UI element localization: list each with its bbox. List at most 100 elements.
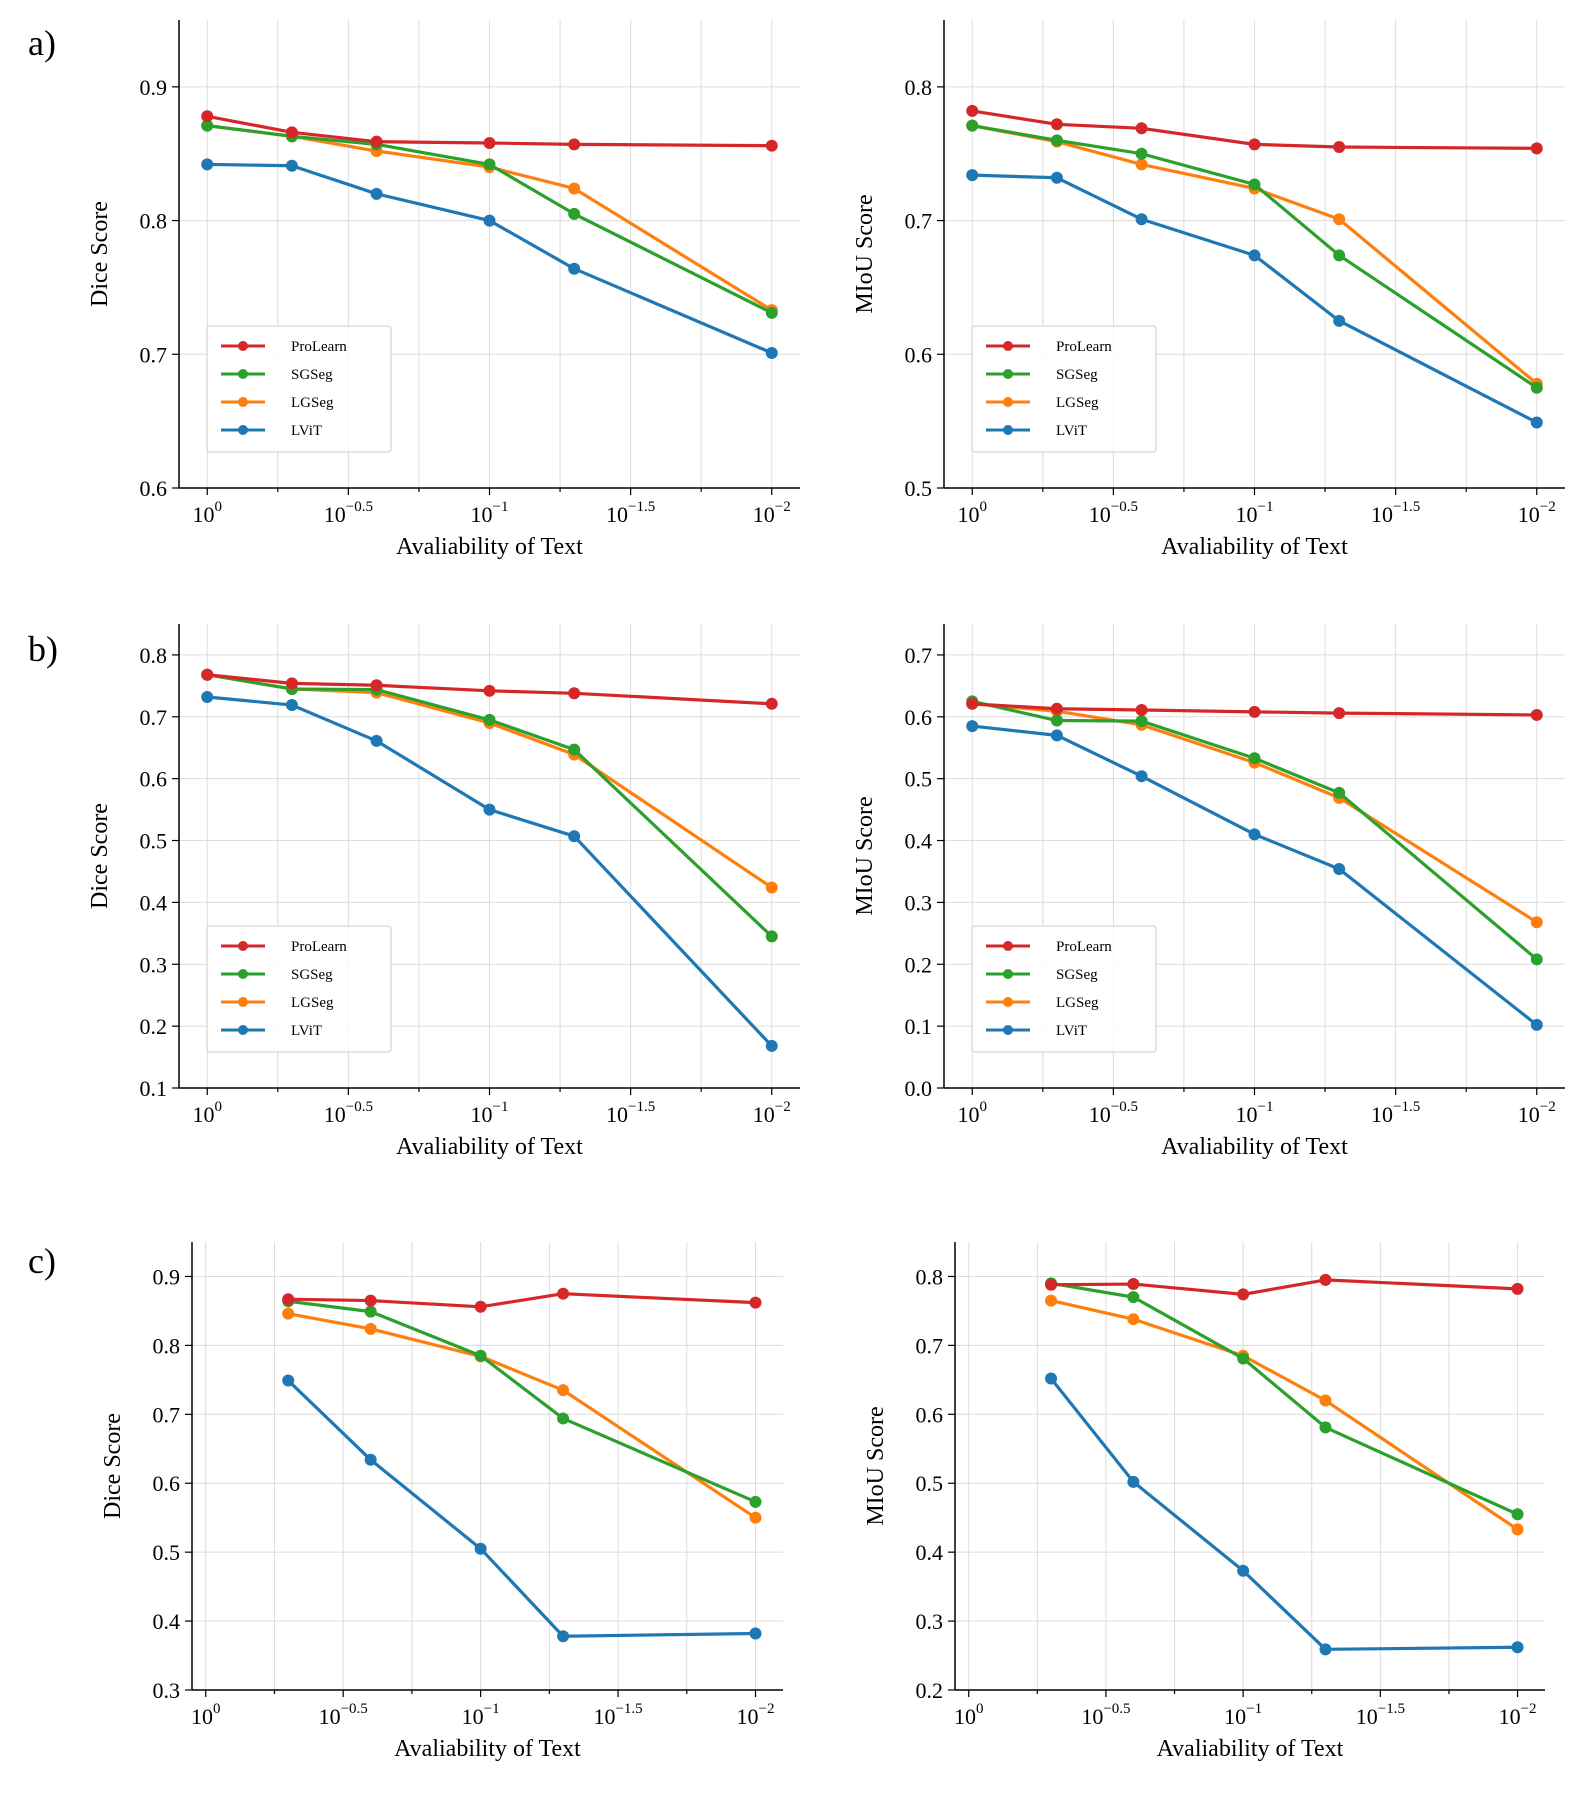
data-point-lvit	[1237, 1564, 1250, 1577]
legend-marker-sgseg	[238, 369, 248, 379]
series-lgseg	[282, 1307, 762, 1524]
legend-marker-sgseg	[238, 969, 248, 979]
data-point-prolearn	[201, 668, 214, 681]
legend-label-sgseg: SGSeg	[1056, 367, 1098, 383]
data-point-sgseg	[1319, 1421, 1332, 1434]
data-point-sgseg	[568, 743, 581, 756]
data-point-sgseg	[557, 1412, 570, 1425]
x-tick-label: 10−0.5	[1081, 1701, 1130, 1729]
series-lvit	[966, 169, 1543, 429]
x-tick-label: 10−0.5	[324, 1099, 373, 1127]
data-point-lvit	[201, 158, 214, 171]
data-point-sgseg	[1050, 714, 1063, 727]
data-point-lvit	[1511, 1641, 1524, 1654]
data-point-lvit	[1530, 416, 1543, 429]
grid	[179, 20, 800, 489]
legend-marker-lgseg	[238, 997, 248, 1007]
data-point-prolearn	[966, 697, 979, 710]
x-axis-label: Avaliability of Text	[396, 1134, 583, 1160]
series-sgseg	[282, 1295, 762, 1508]
panel-label-b: b)	[28, 629, 58, 669]
data-point-sgseg	[201, 119, 214, 132]
series-lgseg	[1045, 1294, 1524, 1536]
legend-label-sgseg: SGSeg	[1056, 967, 1098, 983]
data-point-lvit	[1248, 249, 1261, 262]
series-line-lvit	[972, 724, 1538, 1027]
series-line-lvit	[972, 173, 1538, 424]
x-tick-label: 100	[192, 499, 222, 527]
x-tick-label: 10−0.5	[319, 1701, 368, 1729]
legend-box	[206, 925, 392, 1053]
series-prolearn	[282, 1287, 762, 1313]
series-line-sgseg	[971, 124, 1538, 390]
data-point-lvit	[557, 1630, 570, 1643]
x-tick-label: 10−1	[462, 1701, 500, 1729]
y-tick-label: 0.7	[916, 1333, 944, 1358]
data-point-lvit	[749, 1627, 762, 1640]
series-line-lgseg	[1050, 1299, 1519, 1531]
legend-label-prolearn: ProLearn	[291, 939, 347, 955]
data-point-lgseg	[568, 182, 581, 195]
legend-marker-lgseg	[1003, 997, 1013, 1007]
series-prolearn	[1045, 1273, 1524, 1301]
data-point-prolearn	[1319, 1273, 1332, 1286]
data-point-prolearn	[483, 684, 496, 697]
data-point-sgseg	[966, 119, 979, 132]
legend-label-lgseg: LGSeg	[291, 395, 334, 411]
series-line-prolearn	[972, 702, 1537, 717]
data-point-prolearn	[1050, 118, 1063, 131]
series-sgseg	[966, 119, 1543, 394]
data-point-prolearn	[364, 1294, 377, 1307]
series-line-sgseg	[206, 673, 773, 938]
legend-label-lvit: LViT	[1056, 1023, 1087, 1039]
chart-c-miou: 100 10−0.5 10−1 10−1.5 10−2 0.2 0.3 0.4 0.5 0.6 0.…	[863, 1242, 1545, 1762]
y-tick-label: 0.2	[916, 1678, 944, 1703]
y-tick-label: 0.6	[905, 342, 933, 367]
y-tick-label: 0.8	[140, 643, 168, 668]
y-tick-label: 0.7	[153, 1402, 181, 1427]
legend-label-lvit: LViT	[291, 1023, 322, 1039]
series-prolearn	[966, 697, 1543, 721]
data-point-sgseg	[1237, 1352, 1250, 1365]
data-point-prolearn	[1248, 138, 1261, 151]
x-tick-label: 10−1.5	[606, 499, 655, 527]
legend-label-lgseg: LGSeg	[1056, 395, 1099, 411]
data-point-prolearn	[1511, 1282, 1524, 1295]
x-axis-label: Avaliability of Text	[394, 1736, 581, 1762]
x-tick-label: 10−1	[471, 1099, 509, 1127]
legend: ProLearn SGSeg LGSeg LViT	[971, 925, 1157, 1053]
grid	[955, 1242, 1545, 1691]
data-point-prolearn	[285, 677, 298, 690]
x-tick-label: 10−2	[1499, 1701, 1537, 1729]
x-tick-label: 10−0.5	[1089, 1099, 1138, 1127]
x-tick-label: 10−1.5	[593, 1701, 642, 1729]
data-point-sgseg	[1333, 249, 1346, 262]
series-lvit	[966, 720, 1543, 1031]
x-tick-label: 10−0.5	[324, 499, 373, 527]
data-point-sgseg	[765, 930, 778, 943]
data-point-lgseg	[1530, 916, 1543, 929]
data-point-prolearn	[370, 135, 383, 148]
chart-a-miou: 100 10−0.5 10−1 10−1.5 10−2 0.5 0.6 0.7 0.8 Avali…	[852, 20, 1565, 560]
data-point-prolearn	[1237, 1288, 1250, 1301]
legend-box	[971, 925, 1157, 1053]
series-line-sgseg	[207, 124, 773, 315]
x-tick-label: 10−1	[1224, 1701, 1262, 1729]
data-point-lvit	[568, 262, 581, 275]
y-tick-label: 0.8	[916, 1264, 944, 1289]
y-tick-label: 0.7	[905, 209, 933, 234]
x-tick-label: 100	[957, 1099, 987, 1127]
data-point-sgseg	[568, 207, 581, 220]
series-lvit	[1045, 1372, 1524, 1656]
series-line-sgseg	[288, 1299, 757, 1504]
data-point-lgseg	[1511, 1523, 1524, 1536]
data-point-prolearn	[483, 137, 496, 150]
x-tick-label: 10−1	[1236, 499, 1274, 527]
data-point-prolearn	[1050, 702, 1063, 715]
x-tick-label: 10−0.5	[1089, 499, 1138, 527]
series-lvit	[282, 1374, 762, 1643]
x-tick-label: 10−1.5	[1371, 499, 1420, 527]
x-axis-label: Avaliability of Text	[396, 534, 583, 560]
y-tick-label: 0.6	[916, 1402, 944, 1427]
y-tick-label: 0.4	[153, 1609, 181, 1634]
